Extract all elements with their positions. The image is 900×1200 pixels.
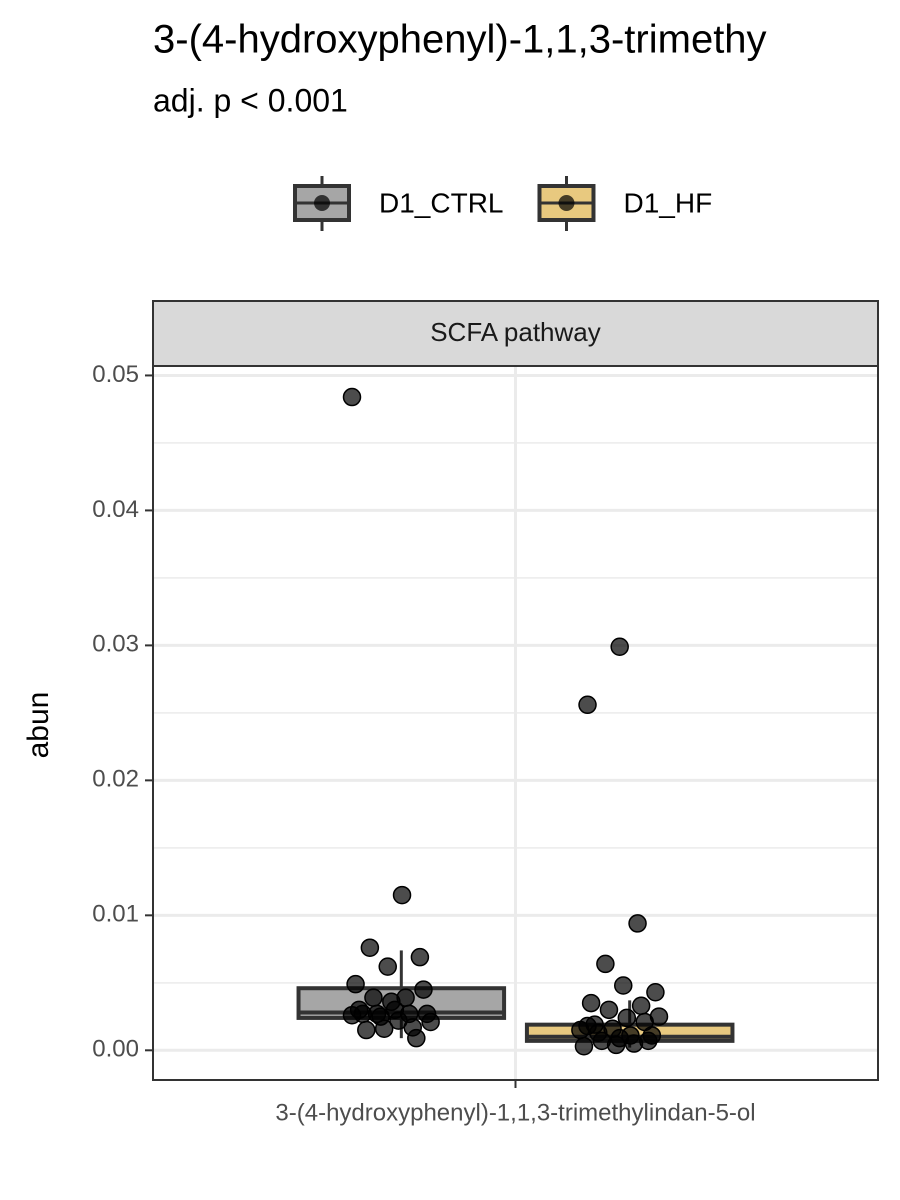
legend-item: D1_CTRL: [293, 176, 503, 231]
legend-label: D1_HF: [623, 187, 712, 218]
facet-label: SCFA pathway: [430, 317, 601, 347]
data-point: [642, 1026, 662, 1045]
data-point: [342, 387, 362, 407]
y-tick-label: 0.05: [92, 361, 139, 388]
legend-label: D1_CTRL: [379, 187, 503, 218]
chart-subtitle: adj. p < 0.001: [153, 82, 348, 118]
chart-title: 3-(4-hydroxyphenyl)-1,1,3-trimethy: [153, 18, 767, 62]
data-point: [374, 1019, 394, 1038]
plot-area: [153, 366, 878, 1080]
data-point: [592, 1031, 612, 1051]
data-point: [346, 974, 365, 994]
data-point: [421, 1012, 440, 1032]
data-point: [631, 996, 651, 1016]
data-point: [407, 1028, 426, 1048]
legend-point: [314, 195, 330, 211]
legend-point: [558, 195, 575, 211]
data-point: [628, 914, 647, 933]
y-tick-label: 0.01: [92, 901, 139, 928]
data-point: [578, 695, 597, 715]
data-point: [614, 976, 633, 995]
y-tick-label: 0.03: [92, 631, 139, 658]
x-tick-label: 3-(4-hydroxyphenyl)-1,1,3-trimethylindan…: [275, 1099, 755, 1126]
legend-item: D1_HF: [537, 176, 712, 231]
data-point: [410, 947, 430, 967]
data-point: [578, 1016, 597, 1036]
data-point: [610, 637, 629, 656]
data-point: [581, 993, 601, 1013]
data-point: [378, 957, 397, 976]
data-point: [646, 983, 665, 1002]
data-point: [360, 938, 380, 957]
data-point: [364, 988, 383, 1007]
data-point: [596, 954, 615, 974]
data-point: [617, 1008, 637, 1028]
facet-strip: [152, 300, 879, 367]
y-axis-title: abun: [22, 692, 55, 759]
y-tick-label: 0.00: [92, 1036, 139, 1063]
data-point: [392, 885, 412, 905]
y-tick-label: 0.04: [92, 496, 139, 523]
data-point: [357, 1020, 376, 1040]
data-point: [574, 1037, 594, 1056]
data-point: [389, 1011, 408, 1030]
data-point: [342, 1005, 362, 1025]
data-point: [599, 1000, 619, 1020]
data-point: [414, 980, 433, 999]
y-tick-label: 0.02: [92, 766, 139, 793]
data-point: [610, 1028, 629, 1048]
legend: D1_CTRL D1_HF: [293, 176, 712, 231]
